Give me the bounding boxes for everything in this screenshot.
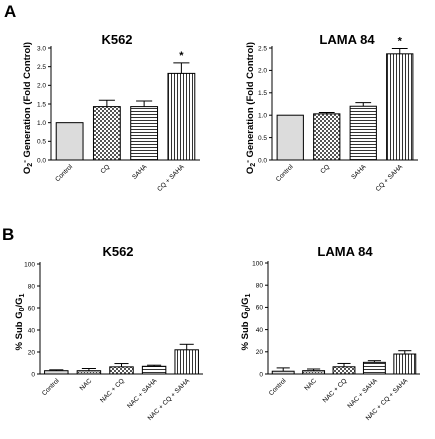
y-tick-label: 1.5 [37, 101, 46, 108]
panel-letter-a: A [4, 2, 16, 21]
y-tick-label: 2.0 [258, 68, 267, 75]
x-category-label: Control [41, 377, 61, 397]
y-tick-label: 100 [24, 261, 35, 268]
y-tick-label: 40 [256, 327, 264, 334]
x-category-label: NAC + SAHA [126, 377, 159, 410]
y-axis-label: O2- Generation (Fold Control) [243, 42, 257, 174]
x-category-label: NAC [79, 377, 94, 392]
chart-title: K562 [101, 32, 132, 47]
x-category-label: CQ [99, 163, 111, 175]
chart-title: LAMA 84 [317, 244, 373, 259]
bar [55, 122, 84, 161]
y-tick-label: 80 [256, 283, 264, 290]
bar [313, 113, 341, 161]
bar [302, 370, 326, 375]
chart-title: LAMA 84 [319, 32, 375, 47]
y-axis-label: % Sub G0/G1 [240, 293, 252, 350]
x-category-label: NAC + CQ [99, 377, 126, 404]
chart-k562-superoxide: K562 O2- Generation (Fold Control)0.0 0.5 1… [20, 32, 200, 193]
significance-marker: * [398, 35, 403, 47]
bar [393, 353, 417, 375]
bar [76, 370, 102, 375]
y-tick-label: 20 [28, 349, 36, 356]
bar [271, 370, 295, 375]
y-axis-label: O2- Generation (Fold Control) [20, 42, 34, 174]
y-tick-label: 0.5 [258, 135, 267, 142]
y-tick-label: 80 [28, 283, 36, 290]
y-tick-label: 0.5 [37, 139, 46, 146]
bar [44, 370, 69, 375]
x-category-label: Control [275, 163, 295, 183]
bar [276, 114, 304, 161]
y-tick-label: 2.5 [258, 45, 267, 52]
y-tick-label: 1.0 [258, 113, 267, 120]
y-tick-label: 0.0 [258, 157, 267, 164]
bar [332, 366, 356, 375]
bar [386, 53, 414, 161]
x-category-label: CQ [319, 163, 331, 175]
chart-lama84-subg0g1: LAMA 84 % Sub G0/G1 0 20 40 60 80 100 Control NAC… [240, 244, 420, 422]
y-tick-label: 1.0 [37, 120, 46, 127]
x-category-label: CQ + SAHA [156, 163, 186, 193]
chart-title: K562 [102, 244, 133, 259]
x-category-label: Control [54, 163, 74, 183]
bar [92, 106, 121, 161]
x-category-label: SAHA [131, 163, 149, 181]
x-category-label: Control [268, 377, 288, 397]
panel-letter-b: B [2, 225, 14, 244]
x-category-label: NAC + CQ [322, 377, 349, 404]
y-tick-label: 40 [28, 327, 36, 334]
bar [141, 365, 167, 375]
x-category-label: SAHA [350, 163, 368, 181]
y-tick-label: 60 [256, 305, 264, 312]
bar [167, 72, 196, 161]
chart-k562-subg0g1: K562 % Sub G0/G1 0 20 40 60 80 100 Control NAC NAC… [14, 244, 203, 422]
y-tick-label: 2.5 [37, 64, 46, 71]
chart-lama84-superoxide: LAMA 84 O2- Generation (Fold Control)0.0 0… [243, 32, 418, 193]
y-tick-label: 20 [256, 349, 264, 356]
y-tick-label: 3.0 [37, 45, 46, 52]
y-tick-label: 100 [252, 260, 263, 267]
y-tick-label: 60 [28, 305, 36, 312]
bar [174, 349, 199, 375]
y-axis-label: % Sub G0/G1 [14, 293, 26, 350]
y-tick-label: 0.0 [37, 157, 46, 164]
bar [362, 361, 386, 375]
y-tick-label: 1.5 [258, 90, 267, 97]
bar [109, 366, 134, 375]
bar [130, 106, 159, 161]
x-category-label: CQ + SAHA [375, 163, 405, 193]
y-tick-label: 0 [31, 371, 35, 378]
y-tick-label: 0 [259, 371, 263, 378]
bar [349, 105, 377, 161]
x-category-label: NAC + SAHA [346, 377, 379, 410]
significance-marker: * [179, 50, 184, 62]
x-category-label: NAC [303, 377, 318, 392]
y-tick-label: 2.0 [37, 83, 46, 90]
